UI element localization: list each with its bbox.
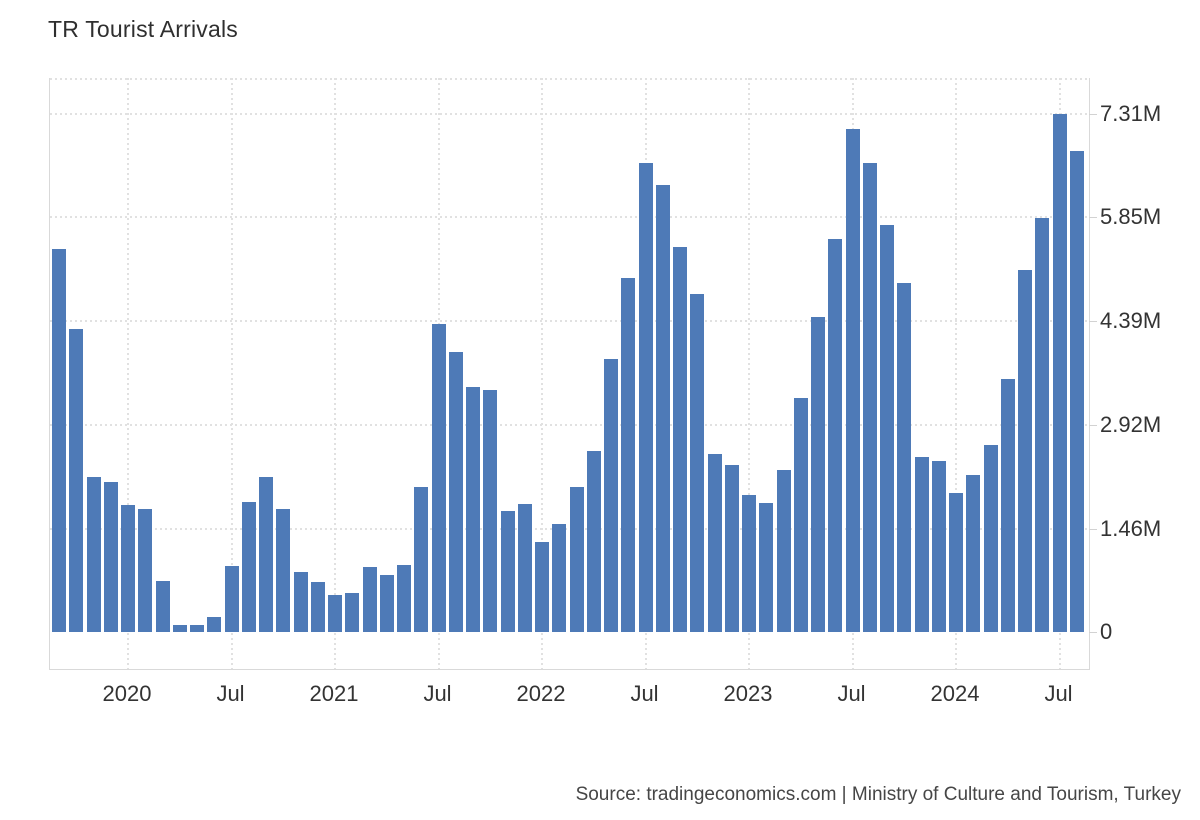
bar-2021-02[interactable]: [345, 593, 360, 632]
x-tick-label-2020-07: Jul: [216, 681, 245, 706]
x-tick-label-2022-07: Jul: [630, 681, 659, 706]
gridline-5.85M: [50, 216, 1089, 219]
bar-2021-06[interactable]: [414, 487, 429, 632]
y-tick-5.85M: [1089, 217, 1097, 219]
gridline-4.39M: [50, 319, 1089, 322]
bar-2021-12[interactable]: [517, 504, 532, 632]
bar-2021-01[interactable]: [328, 595, 342, 632]
y-tick-label-2.92M: 2.92M: [1100, 412, 1162, 437]
bar-2020-05[interactable]: [190, 625, 204, 632]
bar-2021-10[interactable]: [483, 390, 498, 632]
plot-area: [49, 78, 1097, 670]
bar-2023-09[interactable]: [880, 225, 894, 632]
bar-2024-07[interactable]: [1052, 114, 1067, 632]
bar-2023-06[interactable]: [828, 239, 843, 632]
bar-2021-04[interactable]: [379, 575, 394, 632]
bar-2022-05[interactable]: [604, 359, 618, 632]
bar-2023-02[interactable]: [759, 503, 774, 632]
bar-2023-07[interactable]: [845, 129, 860, 632]
x-tick-label-2021-01: 2021: [309, 681, 359, 706]
y-tick-label-0: 0: [1100, 619, 1113, 644]
bar-2019-10[interactable]: [69, 329, 84, 632]
y-tick-label-1.46M: 1.46M: [1100, 515, 1162, 541]
x-tick-label-2024-07: Jul: [1044, 681, 1073, 706]
bar-2021-11[interactable]: [500, 511, 515, 632]
gridline-2020-07: [230, 78, 233, 669]
gridline-2020-01: [127, 78, 129, 669]
bar-2022-04[interactable]: [586, 451, 601, 632]
x-tick-label-2020-01: 2020: [102, 681, 152, 706]
bar-2020-08[interactable]: [241, 502, 256, 632]
gridline-2.92M: [50, 424, 1089, 426]
bar-2019-12[interactable]: [103, 482, 118, 632]
bar-2019-09[interactable]: [52, 249, 66, 632]
bar-2022-08[interactable]: [655, 185, 670, 632]
y-tick-0: [1089, 632, 1097, 633]
bar-2020-01[interactable]: [121, 505, 135, 632]
bar-2024-06[interactable]: [1035, 218, 1050, 632]
y-tick-1.46M: [1089, 528, 1097, 530]
x-tick-label-2022-01: 2022: [516, 681, 566, 706]
bar-2022-06[interactable]: [621, 278, 636, 632]
x-tick-label-2023-01: 2023: [723, 681, 773, 706]
gridline-7.31M: [50, 112, 1089, 115]
bar-2022-01[interactable]: [535, 542, 549, 632]
bar-2024-03[interactable]: [983, 445, 998, 632]
bar-2020-10[interactable]: [276, 509, 291, 632]
bar-2021-08[interactable]: [448, 352, 463, 632]
y-tick-2.92M: [1089, 425, 1097, 426]
gridline-2023-01: [748, 78, 750, 669]
bar-2020-02[interactable]: [138, 509, 153, 632]
bar-2023-12[interactable]: [931, 461, 946, 632]
bar-2019-11[interactable]: [86, 477, 101, 632]
bar-2020-09[interactable]: [259, 477, 273, 632]
bar-2022-02[interactable]: [552, 524, 567, 632]
bar-2023-08[interactable]: [862, 163, 877, 632]
bar-2020-12[interactable]: [310, 582, 325, 632]
gridline-2022-01: [541, 78, 543, 669]
bar-2020-07[interactable]: [224, 566, 239, 632]
source-attribution: Source: tradingeconomics.com | Ministry …: [575, 784, 1181, 805]
bar-2023-10[interactable]: [897, 283, 912, 632]
gridline-2024-01: [955, 78, 957, 669]
bar-2020-06[interactable]: [207, 617, 222, 632]
y-tick-label-4.39M: 4.39M: [1100, 307, 1162, 333]
bar-2024-01[interactable]: [949, 493, 963, 632]
plot-top-border: [50, 78, 1089, 80]
bar-2023-11[interactable]: [914, 457, 929, 632]
x-tick-label-2023-07: Jul: [837, 681, 866, 706]
bar-2024-05[interactable]: [1018, 270, 1032, 632]
bar-2021-05[interactable]: [397, 565, 411, 632]
bar-2024-02[interactable]: [966, 475, 981, 632]
bar-2024-04[interactable]: [1000, 379, 1015, 632]
bar-2023-01[interactable]: [742, 495, 756, 632]
bar-2023-05[interactable]: [811, 317, 825, 632]
bar-2022-03[interactable]: [569, 487, 584, 632]
gridline-2021-01: [334, 78, 336, 669]
bar-2024-08[interactable]: [1069, 151, 1084, 632]
chart-title: TR Tourist Arrivals: [48, 16, 238, 42]
bar-2023-04[interactable]: [793, 398, 808, 632]
bar-2020-03[interactable]: [155, 581, 170, 632]
bar-2020-04[interactable]: [172, 625, 187, 632]
y-tick-7.31M: [1089, 113, 1097, 115]
bar-2020-11[interactable]: [293, 572, 308, 632]
bar-2022-07[interactable]: [638, 163, 653, 632]
bar-2021-07[interactable]: [431, 324, 446, 632]
x-tick-label-2024-01: 2024: [930, 681, 980, 706]
bar-2023-03[interactable]: [776, 470, 791, 632]
x-tick-label-2021-07: Jul: [423, 681, 452, 706]
bar-2022-11[interactable]: [707, 454, 722, 632]
bar-2022-09[interactable]: [673, 247, 687, 632]
y-tick-label-7.31M: 7.31M: [1100, 100, 1162, 126]
bar-2022-12[interactable]: [724, 465, 739, 632]
bar-2021-03[interactable]: [362, 567, 377, 632]
bar-2022-10[interactable]: [690, 294, 705, 632]
bar-2021-09[interactable]: [466, 387, 480, 632]
y-tick-4.39M: [1089, 320, 1097, 322]
y-tick-label-5.85M: 5.85M: [1100, 204, 1162, 230]
